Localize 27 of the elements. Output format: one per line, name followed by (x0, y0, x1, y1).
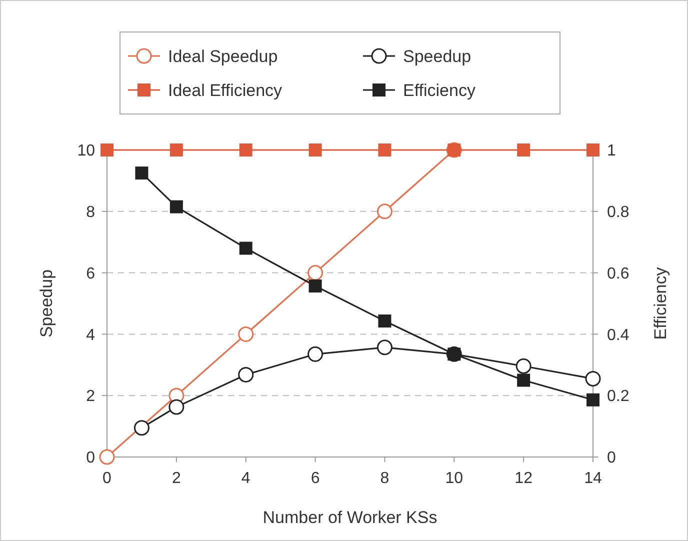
y2-axis-title: Efficiency (651, 266, 670, 340)
legend-label: Efficiency (403, 80, 476, 100)
x-tick-label: 6 (310, 470, 320, 487)
y-tick-label: 4 (86, 326, 96, 344)
y2-tick-label: 0 (607, 450, 616, 467)
legend-label: Ideal Speedup (168, 46, 278, 66)
y2-tick-label: 0.6 (607, 265, 630, 282)
x-tick-label: 0 (102, 470, 112, 487)
y2-tick-label: 0.2 (607, 388, 630, 406)
y-tick-label: 2 (86, 388, 96, 406)
legend-label: Ideal Efficiency (168, 80, 283, 100)
y-tick-label: 8 (86, 204, 96, 221)
y2-tick-label: 1 (607, 142, 616, 160)
x-tick-label: 4 (241, 470, 250, 487)
x-tick-label: 14 (584, 470, 602, 487)
x-tick-label: 10 (445, 470, 464, 487)
y-tick-label: 6 (86, 265, 96, 282)
y2-tick-label: 0.8 (607, 204, 630, 221)
y-tick-label: 10 (77, 142, 96, 160)
y2-tick-label: 0.4 (607, 326, 630, 344)
legend-label: Speedup (403, 46, 472, 66)
x-tick-label: 8 (380, 470, 390, 487)
x-tick-label: 2 (172, 470, 181, 487)
y-axis-title: Speedup (37, 269, 56, 338)
x-tick-label: 12 (514, 470, 533, 487)
y-tick-label: 0 (86, 450, 96, 467)
x-axis-title: Number of Worker KSs (262, 508, 438, 527)
